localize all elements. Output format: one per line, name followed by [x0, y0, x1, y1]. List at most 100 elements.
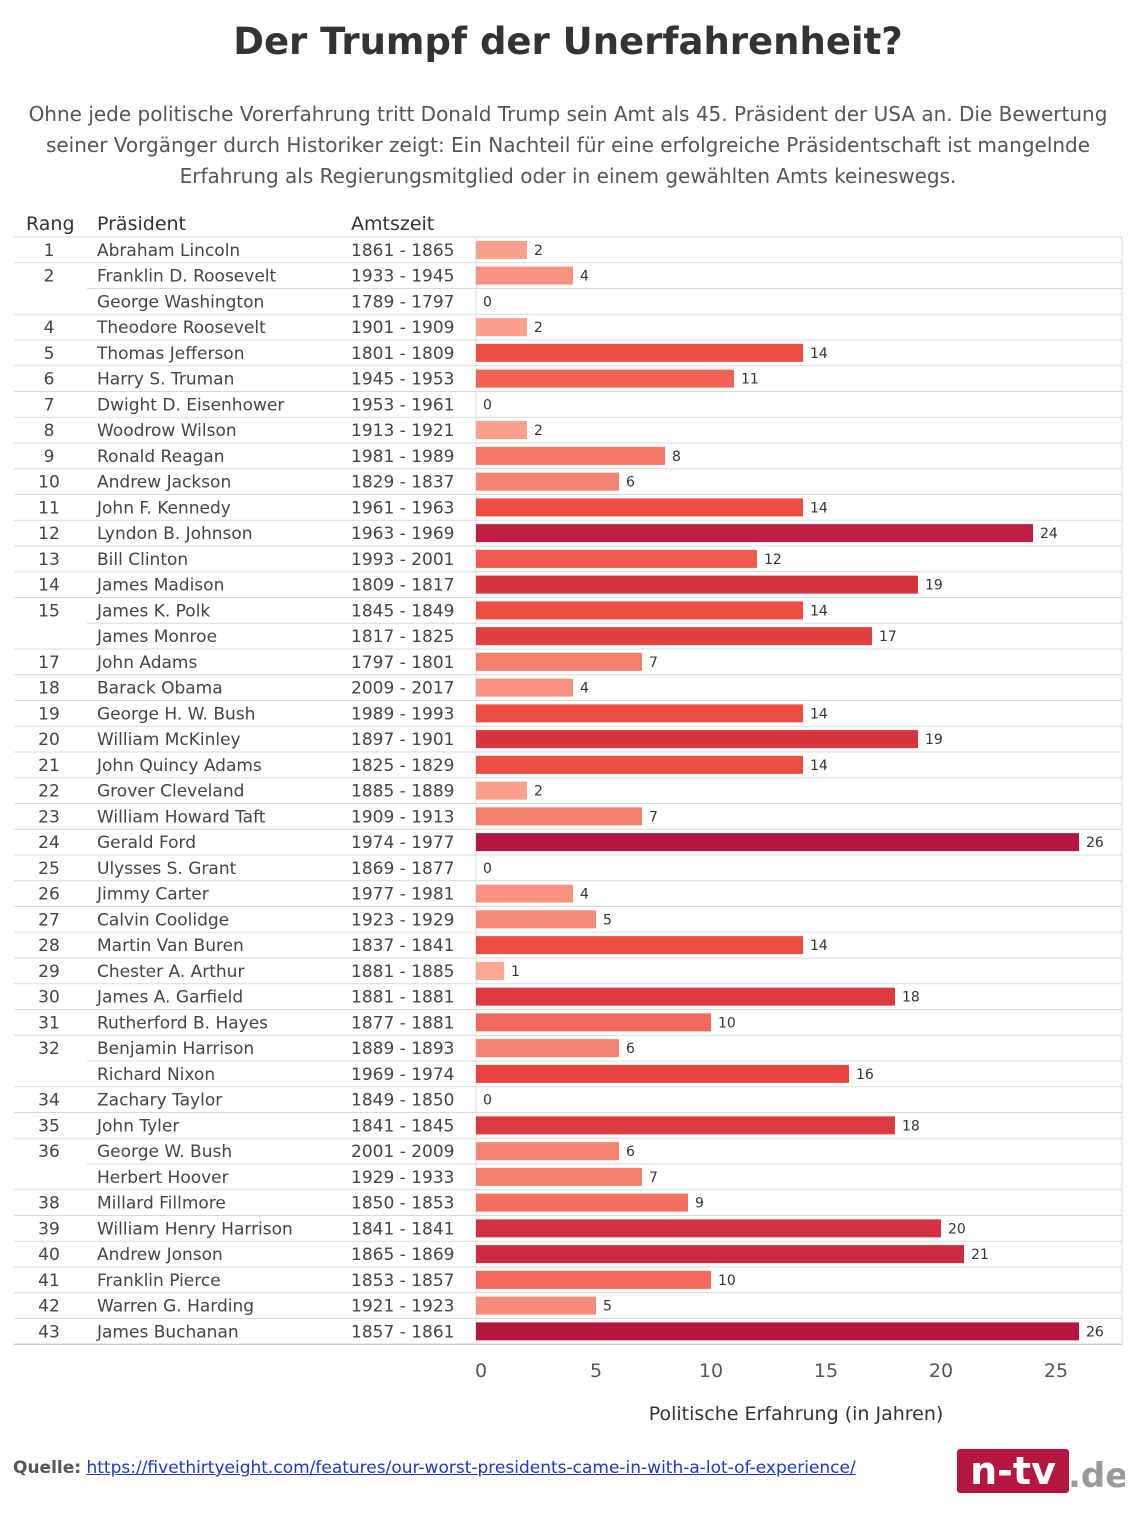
bar-calvin-coolidge	[476, 910, 596, 929]
rank-label: 11	[38, 498, 60, 518]
term-label: 1993 - 2001	[351, 550, 454, 570]
rank-label: 28	[38, 936, 60, 956]
rank-label: 31	[38, 1013, 60, 1033]
term-label: 1953 - 1961	[351, 395, 454, 415]
value-label: 14	[810, 603, 828, 619]
president-name: Barack Obama	[97, 679, 223, 699]
president-name: Jimmy Carter	[96, 885, 209, 905]
rank-label: 5	[44, 344, 55, 364]
president-name: Woodrow Wilson	[97, 421, 237, 441]
bar-harry-s-truman	[476, 369, 734, 388]
term-label: 1881 - 1885	[351, 962, 454, 982]
rank-label: 23	[38, 807, 60, 827]
rank-label: 19	[38, 704, 60, 724]
term-label: 1945 - 1953	[351, 370, 454, 390]
term-label: 1809 - 1817	[351, 576, 454, 596]
bar-abraham-lincoln	[476, 240, 527, 259]
president-name: Ulysses S. Grant	[97, 859, 237, 879]
bar-bill-clinton	[476, 549, 757, 568]
value-label: 11	[741, 372, 759, 388]
president-name: Thomas Jefferson	[96, 344, 244, 364]
value-label: 6	[626, 475, 635, 491]
term-label: 1913 - 1921	[351, 421, 454, 441]
x-tick-label: 20	[929, 1360, 953, 1382]
rank-label: 43	[38, 1322, 60, 1342]
bar-thomas-jefferson	[476, 343, 803, 362]
term-label: 1849 - 1850	[351, 1091, 454, 1111]
bar-gerald-ford	[476, 833, 1079, 852]
term-label: 1889 - 1893	[351, 1039, 454, 1059]
president-name: James A. Garfield	[96, 988, 243, 1008]
value-label: 17	[879, 629, 897, 645]
term-label: 1869 - 1877	[351, 859, 454, 879]
term-label: 1901 - 1909	[351, 318, 454, 338]
value-label: 26	[1086, 835, 1104, 851]
bar-andrew-jackson	[476, 472, 619, 491]
president-name: John F. Kennedy	[96, 498, 231, 518]
term-label: 1977 - 1981	[351, 885, 454, 905]
bar-warren-g-harding	[476, 1296, 596, 1315]
rank-label: 17	[38, 653, 60, 673]
bar-martin-van-buren	[476, 936, 803, 955]
x-tick-label: 5	[590, 1360, 602, 1382]
source-link[interactable]: https://fivethirtyeight.com/features/our…	[86, 1458, 856, 1478]
term-label: 2001 - 2009	[351, 1142, 454, 1162]
value-label: 18	[902, 1118, 920, 1134]
president-name: Bill Clinton	[97, 550, 188, 570]
president-name: Abraham Lincoln	[97, 241, 240, 261]
x-tick-label: 0	[475, 1360, 487, 1382]
bar-william-howard-taft	[476, 807, 642, 826]
svg-text:.de: .de	[1068, 1456, 1125, 1496]
president-name: John Adams	[96, 653, 197, 673]
president-name: James Monroe	[96, 627, 217, 647]
term-label: 1829 - 1837	[351, 473, 454, 493]
president-name: Herbert Hoover	[97, 1168, 229, 1188]
value-label: 2	[534, 423, 543, 439]
value-label: 0	[483, 1093, 492, 1109]
term-label: 1841 - 1845	[351, 1116, 454, 1136]
rank-label: 15	[38, 601, 60, 621]
term-label: 1974 - 1977	[351, 833, 454, 853]
term-label: 1789 - 1797	[351, 292, 454, 312]
bar-franklin-pierce	[476, 1270, 711, 1289]
rank-label: 4	[44, 318, 55, 338]
rank-label: 29	[38, 962, 60, 982]
value-label: 18	[902, 990, 920, 1006]
president-name: William Henry Harrison	[97, 1219, 293, 1239]
president-name: Andrew Jackson	[97, 473, 231, 493]
value-label: 1	[511, 964, 520, 980]
value-label: 14	[810, 500, 828, 516]
president-name: Lyndon B. Johnson	[97, 524, 253, 544]
rank-label: 27	[38, 910, 60, 930]
column-header-3: Amtszeit	[351, 213, 434, 235]
president-name: George W. Bush	[97, 1142, 232, 1162]
term-label: 1797 - 1801	[351, 653, 454, 673]
term-label: 1853 - 1857	[351, 1271, 454, 1291]
rank-label: 30	[38, 988, 60, 1008]
rank-label: 25	[38, 859, 60, 879]
x-tick-label: 15	[814, 1360, 838, 1382]
bar-chester-a-arthur	[476, 961, 504, 980]
bar-james-madison	[476, 575, 918, 594]
bar-john-tyler	[476, 1116, 895, 1135]
value-label: 26	[1086, 1324, 1104, 1340]
svg-text:n-tv: n-tv	[970, 1449, 1056, 1493]
president-name: Theodore Roosevelt	[96, 318, 266, 338]
x-tick-label: 25	[1044, 1360, 1068, 1382]
column-header-1: Rang	[26, 213, 75, 235]
term-label: 1881 - 1881	[351, 988, 454, 1008]
president-name: Zachary Taylor	[97, 1091, 222, 1111]
value-label: 7	[649, 1170, 658, 1186]
bar-rutherford-b-hayes	[476, 1013, 711, 1032]
term-label: 1963 - 1969	[351, 524, 454, 544]
president-name: William Howard Taft	[97, 807, 266, 827]
chart-title: Der Trumpf der Unerfahrenheit?	[233, 20, 903, 63]
value-label: 0	[483, 861, 492, 877]
rank-label: 42	[38, 1297, 60, 1317]
bar-ronald-reagan	[476, 446, 665, 465]
rank-label: 14	[38, 576, 60, 596]
term-label: 1857 - 1861	[351, 1322, 454, 1342]
value-label: 14	[810, 706, 828, 722]
rank-label: 2	[44, 267, 55, 287]
term-label: 1845 - 1849	[351, 601, 454, 621]
